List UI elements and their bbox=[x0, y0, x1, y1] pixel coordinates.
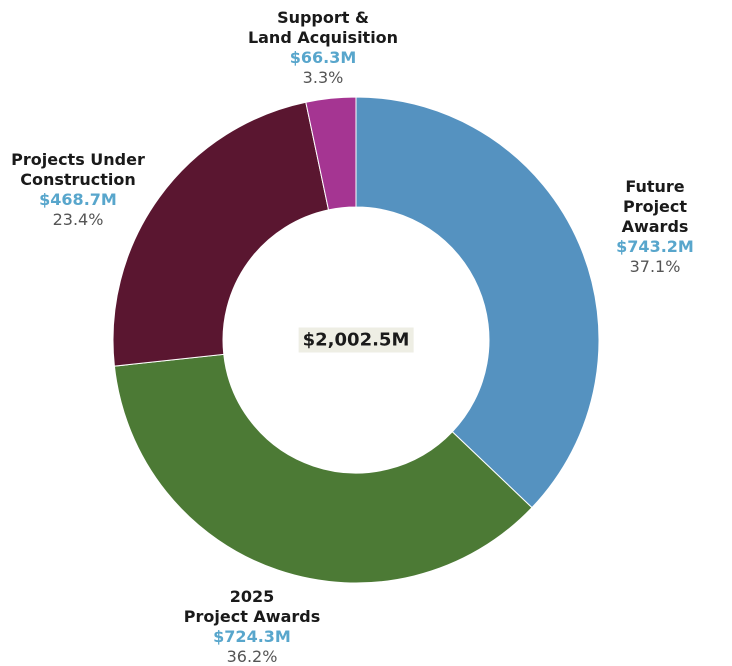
percent-label: 23.4% bbox=[52, 210, 104, 229]
slice bbox=[355, 96, 600, 509]
category-label: Projects Under Construction bbox=[11, 150, 145, 189]
total-label: $2,002.5M bbox=[298, 327, 414, 353]
value-label: $724.3M bbox=[213, 627, 291, 646]
value-label: $468.7M bbox=[39, 190, 117, 209]
value-label: $66.3M bbox=[289, 48, 357, 67]
percent-label: 37.1% bbox=[629, 257, 681, 276]
slice bbox=[305, 96, 357, 211]
value-label: $743.2M bbox=[616, 237, 694, 256]
slice-label: Future Project Awards $743.2M 37.1% bbox=[616, 177, 694, 277]
slice-label: Projects Under Construction $468.7M 23.4% bbox=[11, 150, 145, 230]
category-label: Future Project Awards bbox=[621, 177, 689, 236]
percent-label: 3.3% bbox=[302, 68, 344, 87]
percent-label: 36.2% bbox=[226, 647, 278, 666]
slice bbox=[113, 353, 533, 584]
slice-label: 2025 Project Awards $724.3M 36.2% bbox=[184, 587, 320, 666]
category-label: Support & Land Acquisition bbox=[247, 8, 399, 47]
category-label: 2025 Project Awards bbox=[183, 587, 321, 626]
slice-label: Support & Land Acquisition $66.3M 3.3% bbox=[248, 8, 398, 88]
slice bbox=[112, 101, 330, 367]
